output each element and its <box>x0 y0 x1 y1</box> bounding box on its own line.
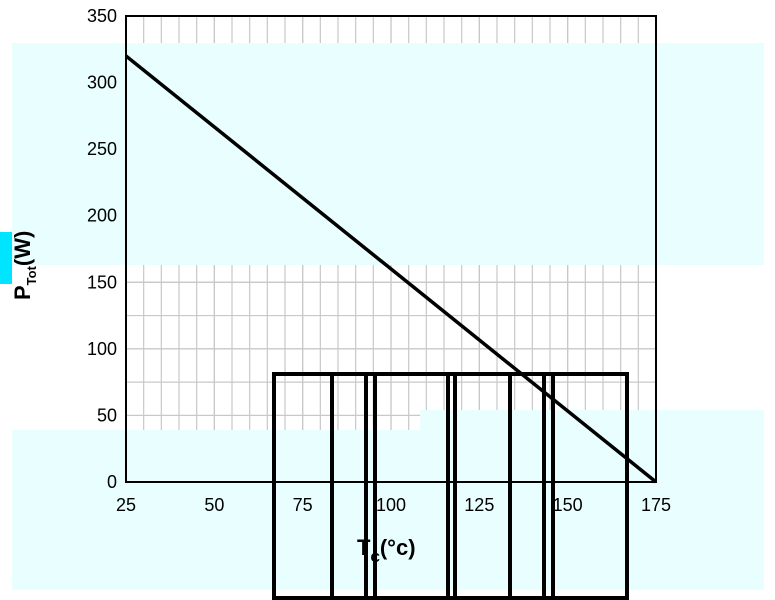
y-tick-label: 50 <box>97 405 117 425</box>
y-tick-label: 100 <box>87 339 117 359</box>
y-tick-label: 350 <box>87 6 117 26</box>
overlay-top <box>12 43 764 265</box>
y-tick-labels: 0 50 100 150 200 250 300 350 <box>87 6 117 492</box>
outline-box-3 <box>364 372 377 600</box>
y-axis-title-sub: Tot <box>24 265 39 285</box>
highlight-mark <box>0 232 12 284</box>
y-axis-title: PTot(W) <box>10 231 39 300</box>
y-tick-label: 250 <box>87 139 117 159</box>
plot-frame <box>125 15 657 483</box>
y-tick-label: 150 <box>87 272 117 292</box>
x-tick-label: 175 <box>641 495 671 515</box>
y-tick-label: 300 <box>87 73 117 93</box>
outline-boxes <box>272 372 629 600</box>
overlay-layer <box>0 43 764 590</box>
y-tick-label: 200 <box>87 206 117 226</box>
x-tick-label: 100 <box>376 495 406 515</box>
outline-box-4 <box>446 372 457 600</box>
x-tick-label: 75 <box>293 495 313 515</box>
x-tick-label: 50 <box>204 495 224 515</box>
overlay-bottom <box>12 430 764 590</box>
x-tick-label: 25 <box>116 495 136 515</box>
series-layer <box>124 54 658 484</box>
x-tick-label: 125 <box>464 495 494 515</box>
y-tick-label: 0 <box>107 472 117 492</box>
series-line-1 <box>124 54 658 484</box>
x-tick-label: 150 <box>553 495 583 515</box>
y-axis-title-unit: (W) <box>10 231 35 266</box>
y-axis-title-main: P <box>10 285 35 300</box>
x-axis-title-unit: (°c) <box>380 535 416 560</box>
x-tick-labels: 25 50 75 100 125 150 175 <box>116 495 671 515</box>
outline-box-6 <box>542 372 555 600</box>
